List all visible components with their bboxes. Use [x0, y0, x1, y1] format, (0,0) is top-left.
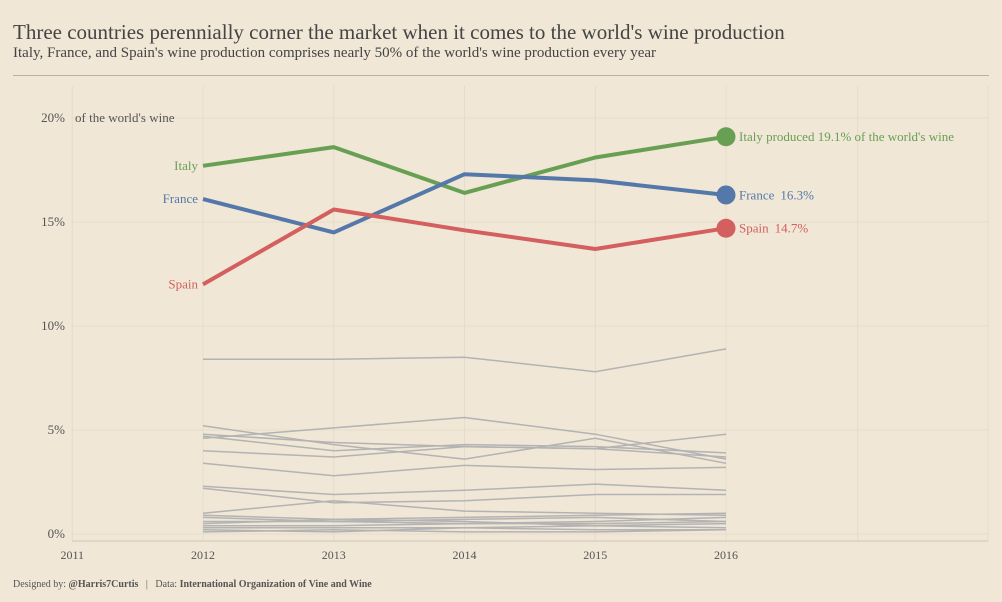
x-tick-label: 2013 — [322, 548, 346, 562]
france-end-value: 16.3% — [780, 187, 814, 202]
spain-line — [202, 207, 727, 287]
other-country-line — [202, 425, 727, 465]
france-start-label: France — [163, 191, 199, 206]
other-country-line — [202, 435, 727, 454]
data-source: International Organization of Vine and W… — [179, 579, 372, 590]
other-country-line — [202, 529, 727, 533]
x-tick-label: 2015 — [583, 548, 607, 562]
y-tick-label: 20% — [41, 110, 65, 125]
y-tick-label: 15% — [41, 214, 65, 229]
other-country-line — [202, 512, 727, 521]
grid-lines — [71, 86, 989, 542]
italy-end-label: Italy produced 19.1% of the world's wine — [739, 129, 954, 144]
x-tick-label: 2012 — [191, 548, 215, 562]
designed-by-handle: @Harris7Curtis — [68, 579, 139, 590]
other-country-line — [202, 445, 727, 458]
france-end-label: France 16.3% — [739, 187, 814, 202]
x-tick-label: 2011 — [60, 548, 84, 562]
france-end-marker — [716, 185, 736, 205]
series-labels: Italy Italy produced 19.1% of the world's… — [163, 129, 955, 291]
y-tick-label: 5% — [48, 422, 66, 437]
other-countries-lines — [202, 348, 727, 533]
other-country-line — [202, 518, 727, 527]
spain-end-label: Spain 14.7% — [739, 221, 808, 236]
y-axis: 0% 5% 10% 15% 20% of the world's wine — [41, 110, 175, 541]
france-line — [202, 172, 727, 235]
spain-end-marker — [716, 218, 736, 238]
y-tick-label: 10% — [41, 318, 65, 333]
other-country-line — [202, 462, 727, 477]
header-divider — [13, 75, 989, 76]
data-source-label: Data: — [155, 579, 178, 590]
other-country-line — [202, 487, 726, 504]
y-unit-label: of the world's wine — [75, 110, 175, 125]
other-country-line — [202, 483, 727, 496]
italy-line — [202, 134, 727, 195]
x-tick-label: 2014 — [453, 548, 477, 562]
other-country-line — [203, 520, 727, 527]
x-axis: 2011 2012 2013 2014 2015 2016 — [60, 548, 738, 562]
spain-end-value: 14.7% — [775, 221, 809, 236]
footer: Designed by: @Harris7Curtis | Data: Inte… — [13, 579, 372, 590]
designed-by-label: Designed by: — [13, 579, 67, 590]
other-country-line — [202, 416, 727, 460]
footer-separator: | — [145, 579, 148, 590]
highlighted-countries-lines — [202, 127, 736, 287]
chart-title: Three countries perennially corner the m… — [13, 20, 785, 44]
other-country-line — [203, 348, 727, 373]
italy-start-label: Italy — [174, 158, 198, 173]
x-tick-label: 2016 — [714, 548, 738, 562]
spain-start-label: Spain — [168, 276, 198, 291]
y-tick-label: 0% — [48, 526, 66, 541]
chart-subtitle: Italy, France, and Spain's wine producti… — [13, 45, 657, 61]
italy-end-marker — [716, 127, 736, 147]
